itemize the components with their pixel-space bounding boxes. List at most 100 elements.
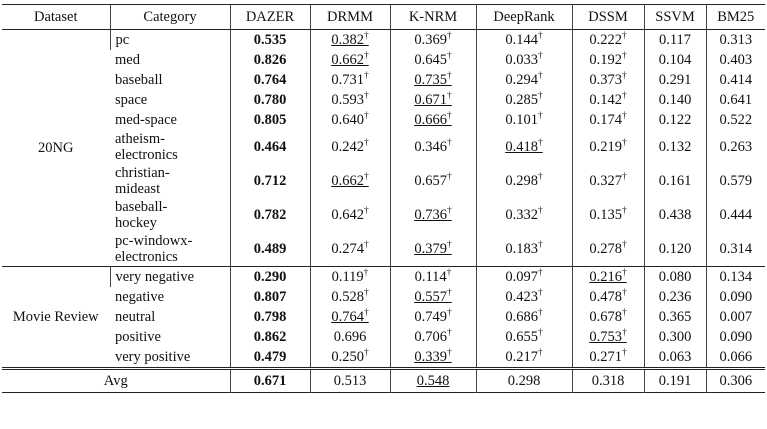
- cell-value-wrap: 0.119†: [332, 268, 369, 285]
- table-cell: 0.535: [229, 29, 310, 50]
- cell-value: 0.782: [253, 207, 287, 223]
- table-cell: 0.749†: [389, 307, 476, 327]
- cell-value: 0.192: [589, 52, 622, 68]
- cell-value: 0.749: [414, 309, 447, 325]
- significance-dagger: †: [537, 328, 543, 339]
- table-cell: 0.263: [705, 130, 765, 164]
- category-label: space: [115, 92, 148, 108]
- table-cell: 0.642†: [309, 198, 390, 232]
- cell-value-wrap: 0.122: [659, 112, 692, 128]
- cell-value: 0.418: [505, 139, 538, 155]
- cell-value-wrap: 0.478†: [589, 288, 626, 305]
- cell-value-wrap: 0.438: [659, 207, 692, 223]
- cell-value-wrap: 0.007: [719, 309, 752, 325]
- significance-dagger: †: [446, 51, 452, 62]
- significance-dagger: †: [537, 111, 543, 122]
- significance-dagger: †: [621, 308, 627, 319]
- category-label: positive: [115, 329, 161, 345]
- category-cell: pc-windowx- electronics: [110, 232, 230, 267]
- table-cell: 0.369†: [389, 29, 476, 50]
- cell-value-wrap: 0.862: [254, 329, 287, 345]
- table-cell: 0.686†: [475, 307, 572, 327]
- cell-value-wrap: 0.101†: [505, 111, 543, 128]
- column-header: Category: [109, 4, 230, 30]
- table-cell: 0.489: [229, 232, 310, 267]
- significance-dagger: †: [537, 288, 543, 299]
- cell-value: 0.007: [719, 309, 753, 325]
- cell-value-wrap: 0.132: [659, 139, 692, 155]
- cell-value: 0.403: [719, 52, 753, 68]
- cell-value: 0.365: [658, 309, 692, 325]
- cell-value-wrap: 0.313: [719, 32, 752, 48]
- cell-value: 0.489: [253, 241, 287, 257]
- dataset-cell: Movie Review: [2, 266, 110, 369]
- cell-value-wrap: 0.033†: [505, 51, 542, 68]
- table-cell: 0.365: [643, 307, 706, 327]
- column-header: DSSM: [571, 4, 644, 30]
- table-row: positive 0.862 0.696 0.706† 0.655† 0.753† 0.30…: [2, 327, 765, 347]
- cell-value-wrap: 0.063: [659, 349, 692, 365]
- significance-dagger: †: [446, 206, 452, 217]
- table-cell: 0.298: [475, 367, 572, 393]
- significance-dagger: †: [363, 91, 369, 102]
- category-label: atheism- electronics: [115, 131, 178, 163]
- cell-value: 0.298: [505, 173, 538, 189]
- significance-dagger: †: [621, 240, 627, 251]
- table-cell: 0.655†: [475, 327, 572, 347]
- table-cell: 0.373†: [571, 70, 644, 90]
- significance-dagger: †: [446, 288, 452, 299]
- significance-dagger: †: [621, 348, 627, 359]
- cell-value-wrap: 0.640†: [331, 111, 368, 128]
- cell-value-wrap: 0.712: [254, 173, 287, 189]
- significance-dagger: †: [363, 240, 369, 251]
- cell-value: 0.641: [719, 92, 753, 108]
- table-cell: 0.063: [643, 347, 706, 369]
- cell-value-wrap: 0.291: [659, 72, 692, 88]
- table-cell: 0.346†: [389, 130, 476, 164]
- table-cell: 0.066: [705, 347, 765, 369]
- cell-value: 0.090: [719, 329, 753, 345]
- cell-value: 0.191: [658, 373, 692, 389]
- cell-value: 0.706: [414, 329, 447, 345]
- significance-dagger: †: [446, 348, 452, 359]
- table-cell: 0.290: [229, 266, 310, 287]
- category-cell: christian- mideast: [110, 164, 230, 198]
- cell-value: 0.414: [719, 72, 753, 88]
- category-label: negative: [115, 289, 165, 305]
- cell-value: 0.438: [658, 207, 692, 223]
- cell-value-wrap: 0.298: [508, 373, 541, 389]
- cell-value-wrap: 0.263: [719, 139, 752, 155]
- cell-value-wrap: 0.104: [659, 52, 692, 68]
- significance-dagger: †: [446, 268, 452, 279]
- cell-value: 0.557: [414, 289, 447, 305]
- cell-value-wrap: 0.274†: [331, 240, 369, 257]
- significance-dagger: †: [621, 268, 627, 279]
- cell-value: 0.263: [719, 139, 753, 155]
- category-cell: positive: [110, 327, 230, 347]
- cell-value-wrap: 0.645†: [414, 51, 452, 68]
- category-label: christian- mideast: [115, 165, 170, 197]
- table-cell: 0.033†: [475, 50, 572, 70]
- table-cell: 0.274†: [309, 232, 390, 267]
- cell-value: 0.671: [253, 373, 287, 389]
- cell-value-wrap: 0.479: [254, 349, 287, 365]
- significance-dagger: †: [537, 71, 543, 82]
- table-cell: 0.114†: [389, 266, 476, 287]
- significance-dagger: †: [446, 308, 452, 319]
- significance-dagger: †: [363, 268, 369, 279]
- cell-value-wrap: 0.236: [659, 289, 692, 305]
- significance-dagger: †: [537, 206, 543, 217]
- table-cell: 0.671: [229, 367, 310, 393]
- cell-value: 0.285: [505, 92, 538, 108]
- table-cell: 0.731†: [309, 70, 390, 90]
- cell-value: 0.464: [253, 139, 287, 155]
- cell-value-wrap: 0.782: [254, 207, 287, 223]
- cell-value-wrap: 0.332†: [505, 206, 543, 223]
- category-label: very positive: [115, 349, 191, 365]
- cell-value-wrap: 0.807: [254, 289, 287, 305]
- cell-value: 0.274: [331, 241, 364, 257]
- cell-value-wrap: 0.217†: [505, 348, 542, 365]
- cell-value: 0.696: [333, 329, 367, 345]
- cell-value: 0.535: [253, 32, 287, 48]
